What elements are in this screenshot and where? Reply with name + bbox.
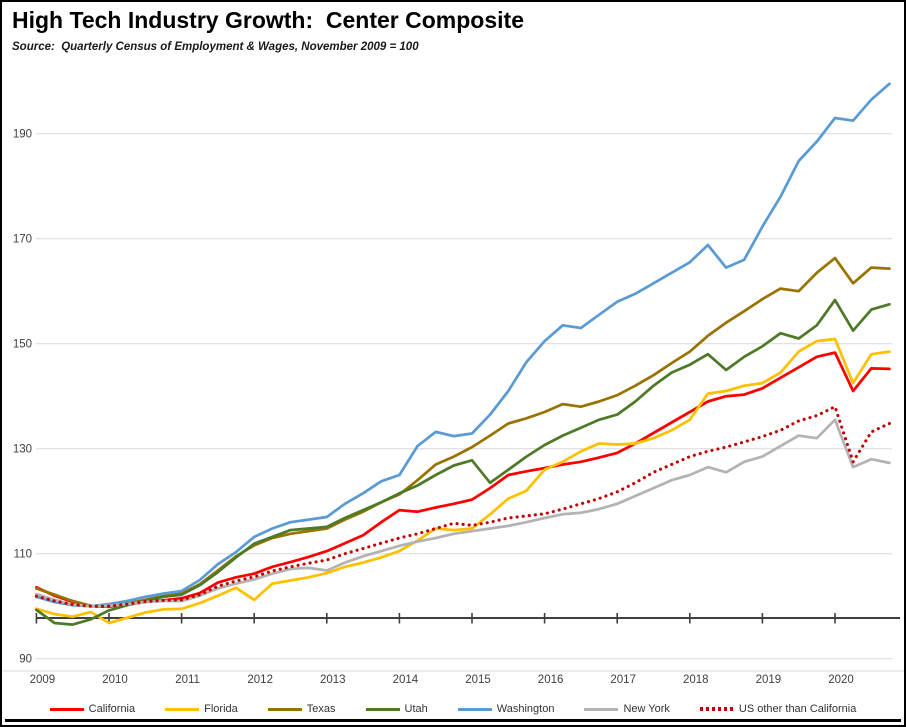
legend-swatch-utah (365, 707, 400, 711)
series-line-washington (35, 82, 891, 608)
gridlines (2, 133, 904, 672)
legend-label: California (88, 703, 136, 715)
chart-source-note: Source: Quarterly Census of Employment &… (12, 41, 419, 53)
x-tick-label-2019: 2019 (756, 674, 782, 686)
series-line-california (35, 351, 891, 609)
x-tick-label-2011: 2011 (175, 674, 200, 686)
legend-swatch-new-york (584, 707, 619, 711)
y-tick-label-110: 110 (14, 549, 32, 561)
y-tick-label-150: 150 (13, 339, 32, 351)
x-tick-label-2016: 2016 (538, 674, 564, 686)
legend-swatch-texas (267, 707, 302, 711)
legend-label: New York (623, 703, 670, 715)
series-line-texas (35, 256, 891, 609)
y-tick-label-130: 130 (13, 444, 32, 456)
legend-item-florida: Florida (165, 703, 238, 715)
legend-label: Utah (404, 703, 428, 715)
legend-item-utah: Utah (365, 703, 428, 715)
legend-swatch-florida (165, 707, 200, 711)
x-axis (35, 613, 900, 624)
x-tick-label-2014: 2014 (393, 674, 419, 686)
x-tick-label-2009: 2009 (30, 674, 56, 686)
legend-label: Texas (306, 703, 336, 715)
series-line-utah (35, 298, 891, 626)
legend-item-washington: Washington (457, 703, 555, 715)
x-tick-label-2012: 2012 (247, 674, 273, 686)
x-tick-label-2017: 2017 (610, 674, 636, 686)
chart-title: High Tech Industry Growth: Center Compos… (12, 7, 524, 33)
legend-swatch-us-other-than-california (699, 707, 734, 711)
legend-swatch-washington (457, 707, 492, 711)
legend-swatch-california (49, 707, 84, 711)
x-tick-label-2013: 2013 (320, 674, 346, 686)
x-tick-label-2015: 2015 (465, 674, 491, 686)
legend-label: Washington (496, 703, 555, 715)
bottom-border-rule (5, 719, 901, 722)
legend-label: US other than California (738, 703, 857, 715)
series-lines (34, 82, 891, 626)
legend-label: Florida (204, 703, 238, 715)
series-line-florida (35, 337, 891, 625)
series-line-new-york (35, 418, 891, 608)
legend-item-new-york: New York (584, 703, 670, 715)
legend-item-california: California (49, 703, 136, 715)
legend-item-texas: Texas (267, 703, 336, 715)
y-tick-label-170: 170 (13, 234, 32, 246)
chart-legend: California Florida Texas Utah Washington New … (2, 703, 904, 715)
y-tick-label-190: 190 (13, 129, 32, 141)
x-axis-labels: 2009 2010 2011 2012 2013 2014 2015 2016 2017 2018… (30, 674, 854, 686)
legend-item-us-other-than-california: US other than California (699, 703, 857, 715)
y-tick-label-90: 90 (19, 654, 32, 666)
x-tick-label-2010: 2010 (102, 674, 128, 686)
x-tick-label-2018: 2018 (683, 674, 709, 686)
series-line-us-other-than-california (34, 405, 891, 608)
x-tick-label-2020: 2020 (828, 674, 854, 686)
y-axis-labels: 90 110 130 150 170 190 (13, 129, 32, 666)
